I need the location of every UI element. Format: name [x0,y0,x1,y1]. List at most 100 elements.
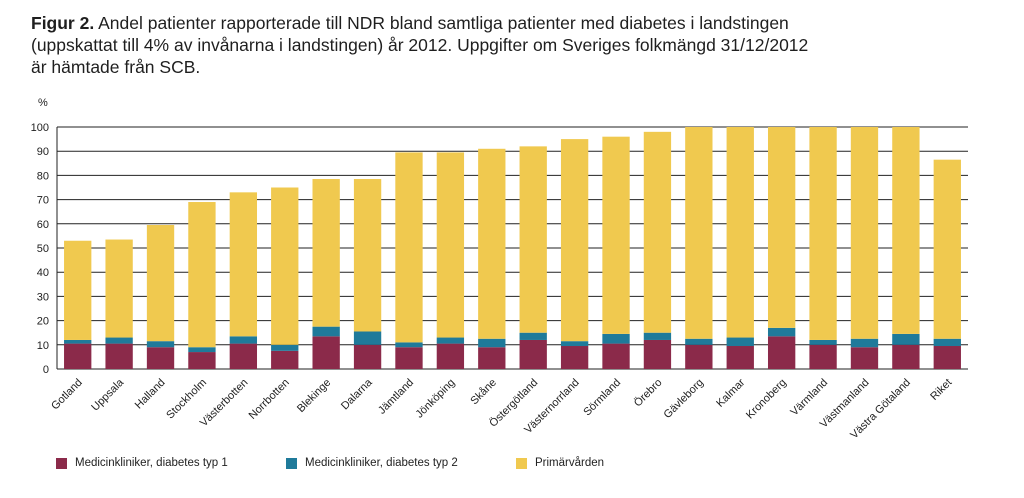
bar-segment-1 [809,339,837,345]
bar-segment-2 [436,152,465,338]
stacked-bar-chart: % 0 10 20 30 40 50 60 70 80 90 100 Gotland Uppsala H… [31,97,968,441]
y-tick-label: 10 [37,340,49,352]
legend-label-primarvarden: Primärvården [535,457,605,469]
bar-segment-1 [395,342,423,348]
bar-segment-0 [519,339,547,369]
bar-segment-2 [809,127,837,340]
bar-segment-2 [312,179,340,327]
x-tick-label: Kalmar [714,376,747,409]
bar-segment-1 [436,337,465,344]
bar-segment-0 [560,346,589,369]
bar-segment-1 [229,336,258,344]
legend-label-typ2: Medicinkliniker, diabetes typ 2 [305,457,458,469]
x-tick-label: Halland [133,377,168,412]
bar-segment-0 [933,346,961,369]
bar-segment-1 [478,338,506,348]
y-tick-label: 100 [31,122,49,134]
bar-segment-2 [146,225,175,342]
legend-item-primarvarden: Primärvården [516,457,604,469]
bar-segment-0 [64,343,92,369]
legend-item-typ2: Medicinkliniker, diabetes typ 2 [286,457,458,469]
bar-segment-2 [395,152,423,343]
bar-segment-1 [519,332,547,340]
bar-segment-2 [229,192,258,337]
x-tick-label: Värmland [788,377,830,419]
bar-segment-0 [685,344,713,369]
bar-segment-2 [64,240,92,340]
bar-segment-0 [892,344,920,369]
x-tick-label: Norrbotten [247,377,292,422]
x-tick-label: Dalarna [339,376,375,412]
figure-number: Figur 2. [31,13,95,33]
bar-segment-0 [850,347,879,369]
chart-title: Figur 2. Andel patienter rapporterade ti… [31,12,931,78]
bar-segment-0 [229,343,258,369]
bar-segment-0 [643,339,672,369]
bar-segment-0 [105,343,133,369]
y-tick-label: 30 [37,291,49,303]
bar-segment-2 [602,136,630,334]
bar-segment-2 [685,127,713,339]
legend-swatch-typ1 [56,457,67,469]
x-tick-labels: Gotland Uppsala HallandStockholmVästerbott… [49,376,954,441]
bar-segment-1 [850,338,879,348]
bar-segment-0 [395,347,423,369]
bar-segment-2 [850,127,879,339]
bars [64,127,961,369]
bar-segment-1 [643,332,672,340]
bar-segment-2 [353,179,382,332]
bar-segment-1 [312,326,340,337]
bar-segment-1 [105,337,133,344]
bar-segment-1 [146,341,175,348]
y-tick-label: 80 [37,170,49,182]
x-tick-label: Kronoberg [744,377,789,422]
bar-segment-1 [271,344,299,351]
x-tick-label: Uppsala [89,376,127,414]
bar-segment-1 [188,347,216,353]
bar-segment-2 [892,127,920,334]
bar-segment-1 [767,327,796,337]
bar-segment-1 [560,341,589,347]
bar-segment-1 [353,331,382,345]
x-tick-label: Jämtland [376,377,416,417]
bar-segment-0 [353,344,382,369]
x-tick-label: Riket [928,377,954,403]
bar-segment-0 [767,336,796,369]
bar-segment-1 [685,338,713,345]
bar-segment-2 [560,139,589,342]
x-tick-label: Blekinge [295,377,333,415]
bar-segment-1 [64,339,92,344]
x-tick-label: Skåne [468,377,499,408]
bar-segment-2 [519,146,547,333]
bar-segment-0 [312,336,340,369]
x-tick-label: Gotland [49,377,85,413]
bar-segment-0 [602,343,630,369]
legend-swatch-primarvarden [516,457,527,469]
y-tick-label: 90 [37,146,49,158]
bar-segment-2 [767,127,796,328]
y-tick-labels: 0 10 20 30 40 50 60 70 80 90 100 [31,122,49,376]
x-tick-label: Jönköping [414,377,458,421]
title-text: Andel patienter rapporterade till NDR bl… [31,13,809,77]
bar-segment-2 [933,159,961,339]
y-tick-label: 50 [37,243,49,255]
bar-segment-0 [726,346,754,369]
legend-swatch-typ2 [286,457,297,469]
bar-segment-0 [478,347,506,369]
bar-segment-2 [643,131,672,333]
legend-label-typ1: Medicinkliniker, diabetes typ 1 [75,457,228,469]
bar-segment-0 [188,352,216,369]
y-tick-label: 20 [37,316,49,328]
y-tick-label: 70 [37,195,49,207]
x-tick-label: Örebro [632,377,665,410]
y-tick-label: 40 [37,267,49,279]
bar-segment-2 [188,202,216,348]
bar-segment-0 [271,350,299,369]
y-tick-label: 0 [43,364,49,376]
bar-segment-2 [726,127,754,338]
bar-segment-0 [436,343,465,369]
bar-segment-0 [146,347,175,369]
y-axis-label: % [38,97,48,109]
bar-segment-0 [809,344,837,369]
bar-segment-2 [271,187,299,345]
